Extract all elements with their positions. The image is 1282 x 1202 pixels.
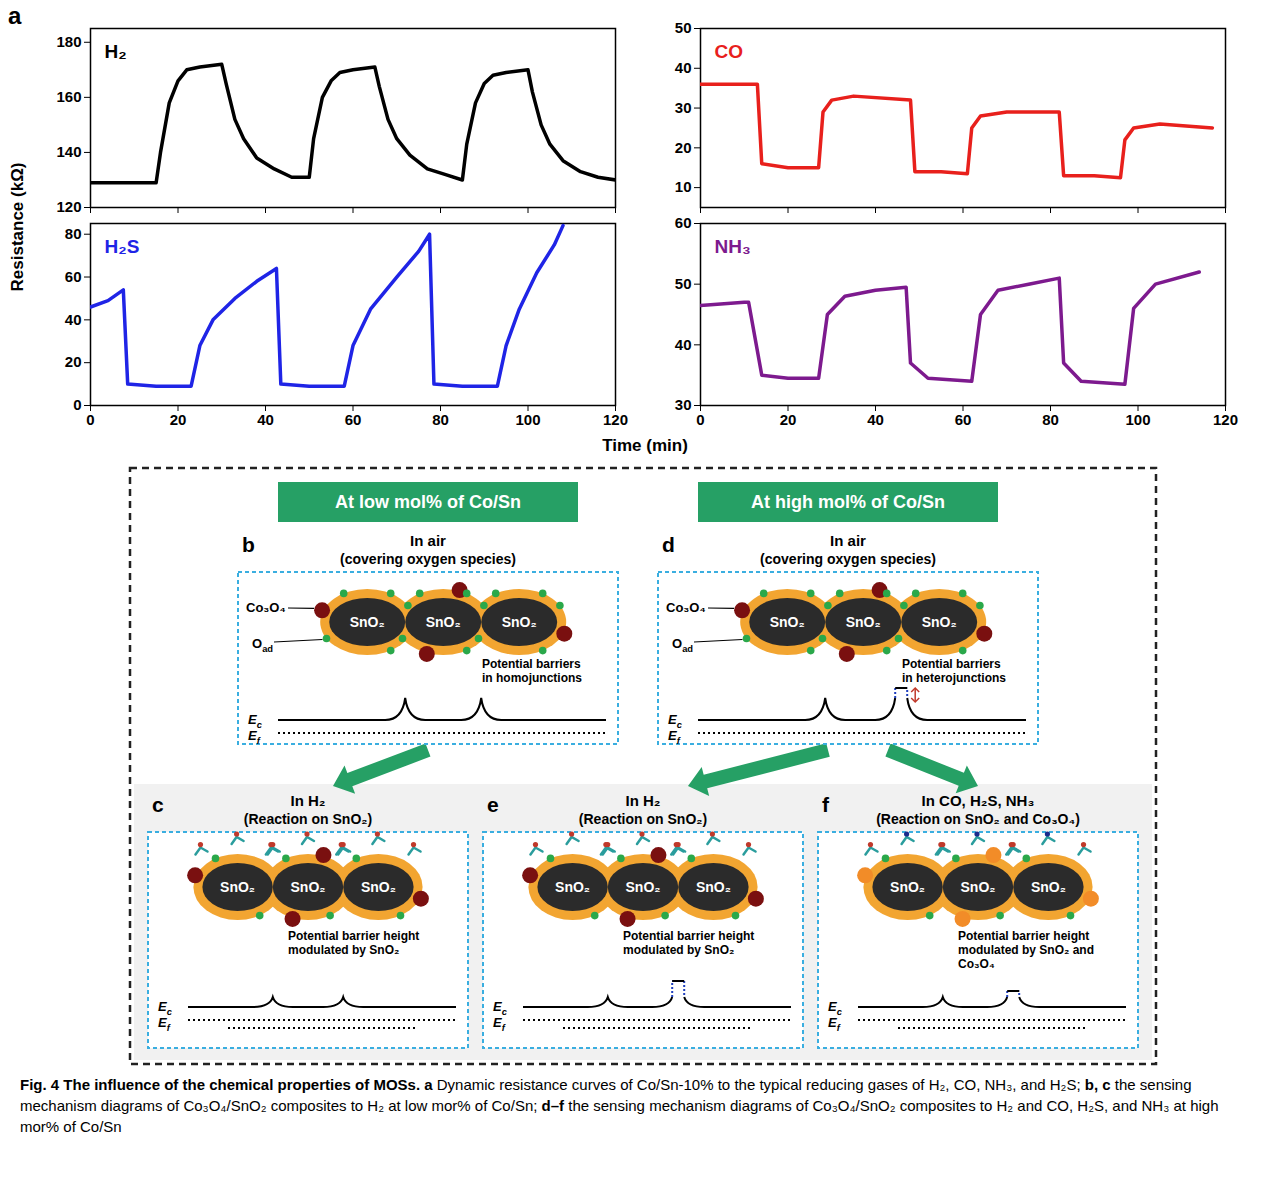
svg-text:H₂S: H₂S [105, 236, 140, 257]
html-text:Resistance (kΩ): Resistance (kΩ) [8, 162, 27, 292]
svg-text:H₂: H₂ [105, 41, 127, 62]
svg-text:Potential barriers: Potential barriers [482, 657, 581, 671]
svg-text:Co₃O₄: Co₃O₄ [246, 600, 286, 615]
svg-text:40: 40 [867, 411, 884, 428]
svg-text:SnO₂: SnO₂ [220, 879, 255, 895]
svg-text:In H₂: In H₂ [626, 792, 661, 809]
svg-text:0: 0 [73, 396, 81, 413]
svg-text:60: 60 [675, 214, 692, 231]
svg-text:(Reaction on SnO₂): (Reaction on SnO₂) [244, 811, 372, 827]
svg-text:50: 50 [675, 275, 692, 292]
svg-text:SnO₂: SnO₂ [555, 879, 590, 895]
svg-text:SnO₂: SnO₂ [922, 614, 957, 630]
svg-text:Ef: Ef [248, 728, 261, 746]
svg-text:20: 20 [65, 353, 82, 370]
svg-text:180: 180 [56, 33, 81, 50]
svg-text:120: 120 [603, 411, 628, 428]
svg-text:In CO, H₂S, NH₃: In CO, H₂S, NH₃ [922, 792, 1035, 809]
svg-text:SnO₂: SnO₂ [426, 614, 461, 630]
svg-text:Ef: Ef [158, 1015, 171, 1033]
svg-text:In H₂: In H₂ [291, 792, 326, 809]
svg-text:30: 30 [675, 99, 692, 116]
svg-text:Co₃O₄: Co₃O₄ [666, 600, 706, 615]
svg-text:NH₃: NH₃ [715, 236, 751, 257]
svg-text:SnO₂: SnO₂ [291, 879, 326, 895]
svg-text:20: 20 [675, 139, 692, 156]
svg-text:30: 30 [675, 396, 692, 413]
svg-text:In air: In air [830, 532, 866, 549]
svg-text:60: 60 [955, 411, 972, 428]
svg-text:SnO₂: SnO₂ [890, 879, 925, 895]
svg-text:(covering oxygen species): (covering oxygen species) [760, 551, 936, 567]
svg-text:120: 120 [56, 198, 81, 215]
svg-text:SnO₂: SnO₂ [361, 879, 396, 895]
svg-text:e: e [487, 793, 499, 816]
svg-text:140: 140 [56, 143, 81, 160]
svg-text:Oad: Oad [672, 636, 693, 654]
svg-text:In air: In air [410, 532, 446, 549]
svg-text:80: 80 [65, 225, 82, 242]
svg-text:At low mol% of Co/Sn: At low mol% of Co/Sn [335, 492, 521, 512]
svg-text:Ef: Ef [828, 1015, 841, 1033]
svg-text:50: 50 [675, 19, 692, 36]
svg-text:Potential barrier height: Potential barrier height [288, 929, 419, 943]
svg-text:Ec: Ec [668, 712, 682, 730]
svg-text:in homojunctions: in homojunctions [482, 671, 582, 685]
svg-text:40: 40 [257, 411, 274, 428]
svg-text:Ec: Ec [158, 999, 172, 1017]
svg-text:40: 40 [675, 336, 692, 353]
svg-text:b: b [242, 533, 255, 556]
svg-text:SnO₂: SnO₂ [626, 879, 661, 895]
svg-text:100: 100 [1125, 411, 1150, 428]
svg-text:Co₃O₄: Co₃O₄ [958, 957, 995, 971]
svg-text:modulated by SnO₂: modulated by SnO₂ [623, 943, 734, 957]
svg-text:Potential barrier height: Potential barrier height [958, 929, 1089, 943]
svg-text:in heterojunctions: in heterojunctions [902, 671, 1006, 685]
svg-text:40: 40 [675, 59, 692, 76]
svg-text:160: 160 [56, 88, 81, 105]
svg-text:40: 40 [65, 311, 82, 328]
svg-text:modulated by SnO₂: modulated by SnO₂ [288, 943, 399, 957]
svg-text:0: 0 [86, 411, 94, 428]
svg-text:60: 60 [65, 268, 82, 285]
svg-text:Ec: Ec [493, 999, 507, 1017]
svg-text:Potential barriers: Potential barriers [902, 657, 1001, 671]
svg-text:f: f [822, 793, 830, 816]
html-text:Time (min): Time (min) [602, 436, 688, 455]
svg-text:(Reaction on SnO₂): (Reaction on SnO₂) [579, 811, 707, 827]
svg-text:CO: CO [715, 41, 744, 62]
svg-text:Oad: Oad [252, 636, 273, 654]
svg-text:SnO₂: SnO₂ [846, 614, 881, 630]
svg-text:SnO₂: SnO₂ [961, 879, 996, 895]
svg-text:SnO₂: SnO₂ [770, 614, 805, 630]
svg-text:SnO₂: SnO₂ [696, 879, 731, 895]
svg-text:Ef: Ef [668, 728, 681, 746]
svg-text:(Reaction on SnO₂ and Co₃O₄): (Reaction on SnO₂ and Co₃O₄) [876, 811, 1080, 827]
svg-text:20: 20 [170, 411, 187, 428]
svg-text:At high mol% of Co/Sn: At high mol% of Co/Sn [751, 492, 945, 512]
svg-text:c: c [152, 793, 164, 816]
svg-text:SnO₂: SnO₂ [1031, 879, 1066, 895]
svg-text:10: 10 [675, 178, 692, 195]
svg-text:SnO₂: SnO₂ [350, 614, 385, 630]
html-text:a: a [8, 2, 22, 29]
svg-text:d: d [662, 533, 675, 556]
svg-text:100: 100 [515, 411, 540, 428]
svg-text:Ec: Ec [248, 712, 262, 730]
svg-text:80: 80 [432, 411, 449, 428]
html-text:Fig. 4 The influence of the ch: Fig. 4 The influence of the chemical pro… [20, 1076, 1219, 1135]
svg-text:0: 0 [696, 411, 704, 428]
svg-text:modulated by SnO₂ and: modulated by SnO₂ and [958, 943, 1094, 957]
svg-text:Ef: Ef [493, 1015, 506, 1033]
svg-text:SnO₂: SnO₂ [502, 614, 537, 630]
svg-text:20: 20 [780, 411, 797, 428]
svg-text:Ec: Ec [828, 999, 842, 1017]
svg-text:(covering oxygen species): (covering oxygen species) [340, 551, 516, 567]
svg-text:80: 80 [1042, 411, 1059, 428]
svg-text:120: 120 [1213, 411, 1238, 428]
svg-text:60: 60 [345, 411, 362, 428]
svg-text:Potential barrier height: Potential barrier height [623, 929, 754, 943]
